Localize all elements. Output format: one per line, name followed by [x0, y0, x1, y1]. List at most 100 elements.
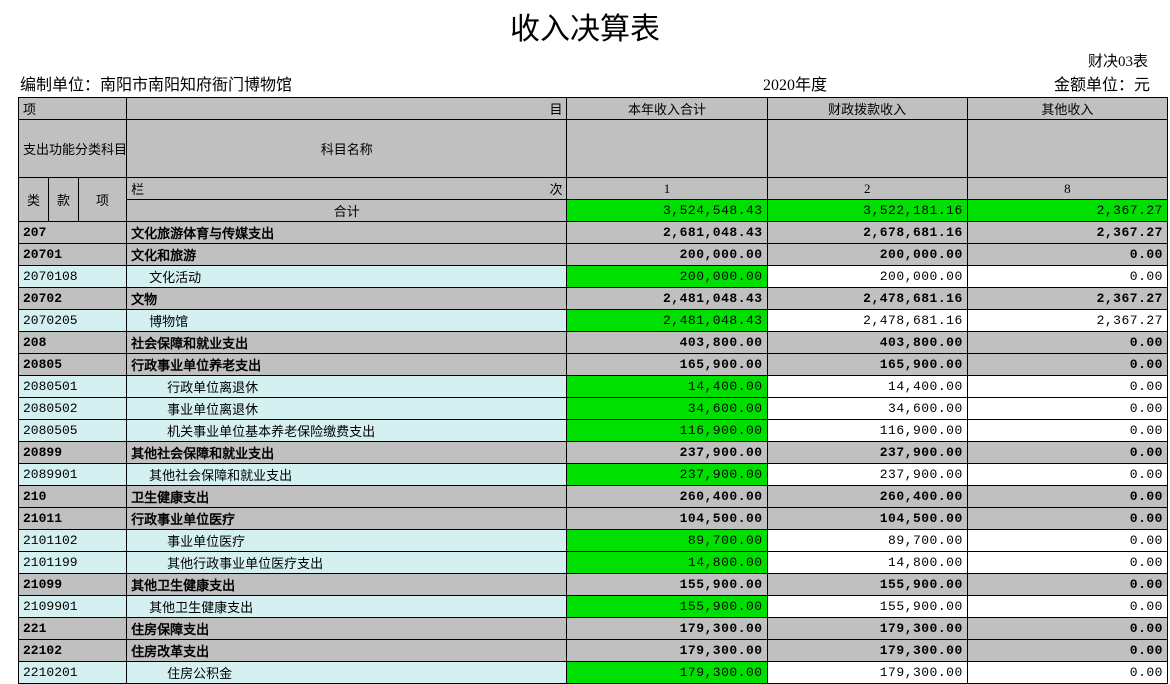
row-code: 210 — [19, 486, 127, 508]
row-name: 行政事业单位养老支出 — [127, 354, 567, 376]
row-name: 机关事业单位基本养老保险缴费支出 — [127, 420, 567, 442]
org-name: 南阳市南阳知府衙门博物馆 — [100, 77, 292, 94]
table-row: 221住房保障支出179,300.00179,300.000.00 — [19, 618, 1168, 640]
row-c2: 155,900.00 — [767, 574, 967, 596]
row-name: 博物馆 — [127, 310, 567, 332]
row-c1: 165,900.00 — [567, 354, 767, 376]
header-row-1: 项 目 本年收入合计 财政拨款收入 其他收入 — [19, 98, 1168, 120]
row-c3: 2,367.27 — [967, 222, 1167, 244]
row-c3: 0.00 — [967, 266, 1167, 288]
table-row: 2210201住房公积金179,300.00179,300.000.00 — [19, 662, 1168, 684]
row-c1: 200,000.00 — [567, 266, 767, 288]
row-name: 卫生健康支出 — [127, 486, 567, 508]
row-c3: 0.00 — [967, 420, 1167, 442]
hdr-blank1 — [567, 120, 767, 178]
row-name: 社会保障和就业支出 — [127, 332, 567, 354]
row-code: 2070205 — [19, 310, 127, 332]
row-c3: 2,367.27 — [967, 288, 1167, 310]
hdr-col-total: 本年收入合计 — [567, 98, 767, 120]
fiscal-year: 2020年度 — [580, 71, 1010, 95]
row-c1: 155,900.00 — [567, 596, 767, 618]
row-c2: 89,700.00 — [767, 530, 967, 552]
row-code: 20702 — [19, 288, 127, 310]
row-name: 文物 — [127, 288, 567, 310]
row-code: 221 — [19, 618, 127, 640]
page-title: 收入决算表 — [0, 0, 1170, 50]
row-name: 其他行政事业单位医疗支出 — [127, 552, 567, 574]
hdr-xiang: 项 — [19, 98, 127, 120]
row-c3: 0.00 — [967, 574, 1167, 596]
table-row: 2101102事业单位医疗89,700.0089,700.000.00 — [19, 530, 1168, 552]
row-name: 事业单位医疗 — [127, 530, 567, 552]
row-code: 2070108 — [19, 266, 127, 288]
row-c2: 237,900.00 — [767, 442, 967, 464]
table-row: 20702文物2,481,048.432,478,681.162,367.27 — [19, 288, 1168, 310]
row-c1: 2,481,048.43 — [567, 310, 767, 332]
row-c1: 237,900.00 — [567, 464, 767, 486]
row-code: 2101102 — [19, 530, 127, 552]
total-c3: 2,367.27 — [967, 200, 1167, 222]
row-c3: 0.00 — [967, 354, 1167, 376]
row-code: 2210201 — [19, 662, 127, 684]
table-row: 21099其他卫生健康支出155,900.00155,900.000.00 — [19, 574, 1168, 596]
row-c2: 179,300.00 — [767, 640, 967, 662]
row-c2: 179,300.00 — [767, 662, 967, 684]
row-c2: 2,478,681.16 — [767, 310, 967, 332]
hdr-xiang2: 项 — [79, 178, 127, 222]
hdr-lei: 类 — [19, 178, 49, 222]
table-row: 22102住房改革支出179,300.00179,300.000.00 — [19, 640, 1168, 662]
hdr-blank2 — [767, 120, 967, 178]
row-name: 其他社会保障和就业支出 — [127, 442, 567, 464]
row-name: 文化和旅游 — [127, 244, 567, 266]
row-code: 2080502 — [19, 398, 127, 420]
table-row: 2080502事业单位离退休34,600.0034,600.000.00 — [19, 398, 1168, 420]
row-name: 文化活动 — [127, 266, 567, 288]
row-code: 20701 — [19, 244, 127, 266]
table-row: 20899其他社会保障和就业支出237,900.00237,900.000.00 — [19, 442, 1168, 464]
row-c3: 0.00 — [967, 596, 1167, 618]
row-c3: 0.00 — [967, 376, 1167, 398]
row-c3: 0.00 — [967, 464, 1167, 486]
row-c2: 116,900.00 — [767, 420, 967, 442]
hdr-mu: 目 — [127, 98, 567, 120]
row-c3: 0.00 — [967, 508, 1167, 530]
hdr-no1: 1 — [567, 178, 767, 200]
hdr-heji: 合计 — [127, 200, 567, 222]
row-name: 其他卫生健康支出 — [127, 574, 567, 596]
row-c3: 0.00 — [967, 486, 1167, 508]
header-row-3: 类 款 项 栏 次 1 2 8 — [19, 178, 1168, 200]
row-c3: 0.00 — [967, 244, 1167, 266]
row-c1: 403,800.00 — [567, 332, 767, 354]
row-c1: 2,481,048.43 — [567, 288, 767, 310]
hdr-lan-ci: 栏 次 — [127, 178, 567, 200]
hdr-no2: 2 — [767, 178, 967, 200]
table-row: 207文化旅游体育与传媒支出2,681,048.432,678,681.162,… — [19, 222, 1168, 244]
row-code: 2101199 — [19, 552, 127, 574]
row-c1: 237,900.00 — [567, 442, 767, 464]
hdr-no8: 8 — [967, 178, 1167, 200]
table-row: 2089901其他社会保障和就业支出237,900.00237,900.000.… — [19, 464, 1168, 486]
hdr-code-group: 支出功能分类科目编码 — [19, 120, 127, 178]
row-code: 208 — [19, 332, 127, 354]
hdr-kuan: 款 — [49, 178, 79, 222]
row-name: 行政单位离退休 — [127, 376, 567, 398]
hdr-subject-name: 科目名称 — [127, 120, 567, 178]
row-c2: 260,400.00 — [767, 486, 967, 508]
row-c2: 104,500.00 — [767, 508, 967, 530]
row-c2: 179,300.00 — [767, 618, 967, 640]
row-c3: 0.00 — [967, 552, 1167, 574]
row-c2: 200,000.00 — [767, 244, 967, 266]
row-c1: 200,000.00 — [567, 244, 767, 266]
row-c2: 14,800.00 — [767, 552, 967, 574]
hdr-col-other: 其他收入 — [967, 98, 1167, 120]
table-row: 2101199其他行政事业单位医疗支出14,800.0014,800.000.0… — [19, 552, 1168, 574]
row-c1: 14,800.00 — [567, 552, 767, 574]
row-c2: 403,800.00 — [767, 332, 967, 354]
table-row: 2070205博物馆2,481,048.432,478,681.162,367.… — [19, 310, 1168, 332]
table-row: 2080501行政单位离退休14,400.0014,400.000.00 — [19, 376, 1168, 398]
row-c1: 89,700.00 — [567, 530, 767, 552]
row-c3: 0.00 — [967, 530, 1167, 552]
row-code: 207 — [19, 222, 127, 244]
table-row: 208社会保障和就业支出403,800.00403,800.000.00 — [19, 332, 1168, 354]
table-row: 210卫生健康支出260,400.00260,400.000.00 — [19, 486, 1168, 508]
